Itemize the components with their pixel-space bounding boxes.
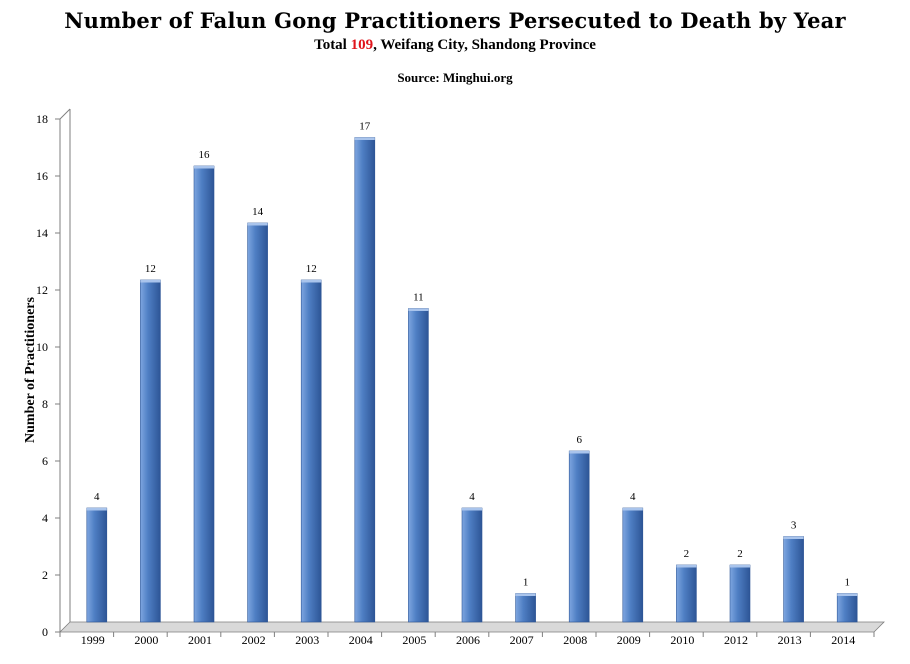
bar-top-2010 (676, 565, 697, 568)
y-axis-depth-line (59, 108, 71, 120)
data-label-2014: 1 (844, 577, 850, 589)
data-label-2008: 6 (576, 434, 582, 446)
subtitle-total-value: 109 (350, 37, 374, 53)
bar-2008 (568, 450, 590, 623)
bar-2002 (247, 222, 268, 623)
x-tick-label-2003: 2003 (295, 633, 319, 647)
bar-top-2007 (515, 593, 536, 596)
y-tick-label: 2 (42, 568, 48, 582)
bar-top-2013 (783, 536, 804, 539)
chart-subtitle: Total 109, Weifang City, Shandong Provin… (0, 37, 910, 54)
data-label-2004: 17 (359, 121, 371, 133)
x-tick-label-2006: 2006 (456, 633, 480, 647)
x-tick-label-2010: 2010 (670, 633, 694, 647)
bar-2004 (354, 137, 376, 623)
chart-source: Source: Minghui.org (397, 70, 513, 85)
bar-top-2004 (354, 137, 375, 140)
data-label-2010: 2 (684, 548, 690, 560)
subtitle-prefix: Total (314, 37, 351, 53)
bar-2005 (408, 308, 429, 623)
y-tick-label: 8 (42, 397, 48, 411)
bar-2012 (729, 564, 751, 623)
x-tick-label-2002: 2002 (242, 633, 266, 647)
bar-top-2002 (247, 223, 268, 226)
bar-top-2003 (301, 280, 322, 283)
x-tick-label-2004: 2004 (349, 633, 373, 647)
bar-2003 (300, 279, 322, 623)
y-tick-label: 12 (36, 283, 48, 297)
bar-top-2005 (408, 308, 429, 311)
bar-top-1999 (86, 508, 107, 511)
data-label-2012: 2 (737, 548, 743, 560)
x-tick-label-1999: 1999 (81, 633, 105, 647)
data-label-2007: 1 (523, 577, 529, 589)
data-label-2013: 3 (791, 520, 797, 532)
bar-top-2012 (730, 565, 750, 568)
y-tick-label: 10 (36, 340, 48, 354)
data-label-2009: 4 (630, 491, 636, 503)
x-tick-label-2012: 2012 (724, 633, 748, 647)
chart-title: Number of Falun Gong Practitioners Perse… (64, 8, 846, 33)
x-tick-label-2014: 2014 (831, 633, 855, 647)
y-tick-label: 0 (42, 625, 48, 639)
bar-2010 (676, 564, 697, 623)
data-label-1999: 4 (94, 491, 100, 503)
y-tick-label: 14 (36, 226, 48, 240)
data-label-2006: 4 (469, 491, 475, 503)
bar-2007 (515, 593, 536, 623)
bar-2014 (836, 593, 858, 623)
y-tick-label: 6 (42, 454, 48, 468)
data-label-2000: 12 (145, 263, 156, 275)
bar-top-2009 (622, 508, 643, 511)
x-tick-label-2007: 2007 (510, 633, 534, 647)
bar-2001 (193, 165, 215, 623)
y-axis-title: Number of Practitioners (23, 296, 38, 442)
x-tick-label-2009: 2009 (617, 633, 641, 647)
bar-2009 (622, 507, 644, 623)
y-tick-label: 16 (36, 169, 48, 183)
bar-top-2001 (194, 166, 214, 169)
y-tick-label: 4 (42, 511, 48, 525)
bar-2006 (461, 507, 483, 623)
data-label-2002: 14 (252, 206, 264, 218)
bar-1999 (86, 507, 108, 623)
bar-top-2008 (569, 451, 590, 454)
bar-top-2006 (462, 508, 482, 511)
data-label-2003: 12 (306, 263, 317, 275)
y-tick-label: 18 (36, 112, 48, 126)
bar-top-2000 (140, 280, 161, 283)
chart-floor (59, 621, 885, 633)
bar-2000 (140, 279, 161, 623)
x-tick-label-2001: 2001 (188, 633, 212, 647)
data-label-2001: 16 (199, 149, 211, 161)
x-tick-label-2008: 2008 (563, 633, 587, 647)
subtitle-suffix: , Weifang City, Shandong Province (373, 37, 596, 53)
bar-2013 (783, 536, 804, 623)
bar-top-2014 (837, 593, 858, 596)
x-tick-label-2013: 2013 (778, 633, 802, 647)
x-tick-label-2000: 2000 (134, 633, 158, 647)
x-tick-label-2005: 2005 (402, 633, 426, 647)
data-label-2005: 11 (413, 292, 424, 304)
